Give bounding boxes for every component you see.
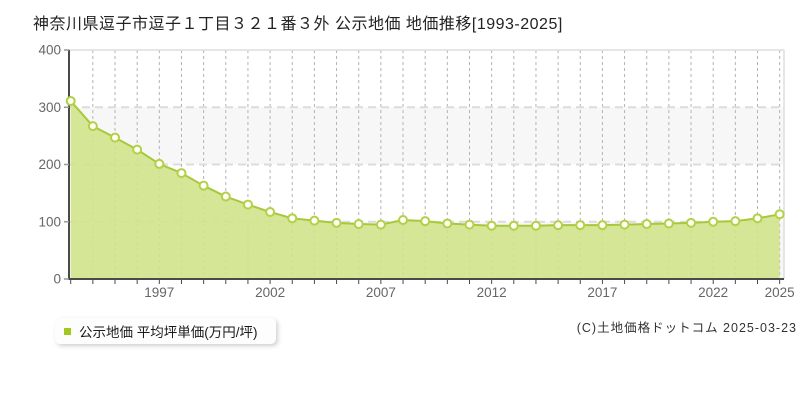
data-point-marker[interactable] [420,216,431,227]
data-point-marker[interactable] [398,215,409,226]
data-point-marker[interactable] [242,199,253,210]
data-point-marker[interactable] [176,168,187,179]
legend: 公示地価 平均坪単価(万円/坪) [55,318,276,344]
data-point-marker[interactable] [597,220,608,231]
legend-marker-icon [64,327,71,335]
data-point-marker[interactable] [331,217,342,228]
y-axis-label: 300 [38,100,61,115]
data-point-marker[interactable] [708,216,719,227]
data-point-marker[interactable] [309,215,320,226]
data-point-marker[interactable] [65,95,76,106]
data-point-marker[interactable] [752,213,763,224]
data-point-marker[interactable] [553,220,564,231]
data-point-marker[interactable] [220,191,231,202]
data-point-marker[interactable] [730,216,741,227]
data-point-marker[interactable] [686,217,697,228]
x-axis-label: 2022 [698,285,728,300]
x-axis-label: 1997 [144,285,174,300]
y-axis-label: 200 [38,157,61,172]
data-point-marker[interactable] [375,219,386,230]
data-point-marker[interactable] [287,213,298,224]
data-point-marker[interactable] [464,219,475,230]
data-point-marker[interactable] [530,220,541,231]
x-axis-label: 2002 [255,285,285,300]
data-point-marker[interactable] [641,219,652,230]
data-point-marker[interactable] [110,132,121,143]
data-point-marker[interactable] [87,121,98,132]
data-point-marker[interactable] [132,144,143,155]
copyright: (C)土地価格ドットコム 2025-03-23 [576,321,797,335]
y-axis-label: 0 [53,272,61,287]
data-point-marker[interactable] [154,158,165,169]
data-point-marker[interactable] [663,218,674,229]
area-fill [70,100,780,279]
x-axis-label: 2025 [765,285,795,300]
data-point-marker[interactable] [353,219,364,230]
data-point-marker[interactable] [265,207,276,218]
data-point-marker[interactable] [575,220,586,231]
grid-band [69,107,784,165]
x-axis-label: 2012 [477,285,507,300]
data-point-marker[interactable] [198,180,209,191]
data-point-marker[interactable] [508,220,519,231]
y-axis-label: 400 [38,43,61,58]
data-point-marker[interactable] [486,220,497,231]
grid-band [69,50,784,108]
data-point-marker[interactable] [619,219,630,230]
data-point-marker[interactable] [774,209,785,220]
x-axis-label: 2017 [587,285,617,300]
legend-label: 公示地価 平均坪単価(万円/坪) [79,325,258,340]
y-axis-label: 100 [38,214,61,229]
x-axis-label: 2007 [366,285,396,300]
chart-title: 神奈川県逗子市逗子１丁目３２１番３外 公示地価 地価推移[1993-2025] [33,16,563,33]
data-point-marker[interactable] [442,218,453,229]
